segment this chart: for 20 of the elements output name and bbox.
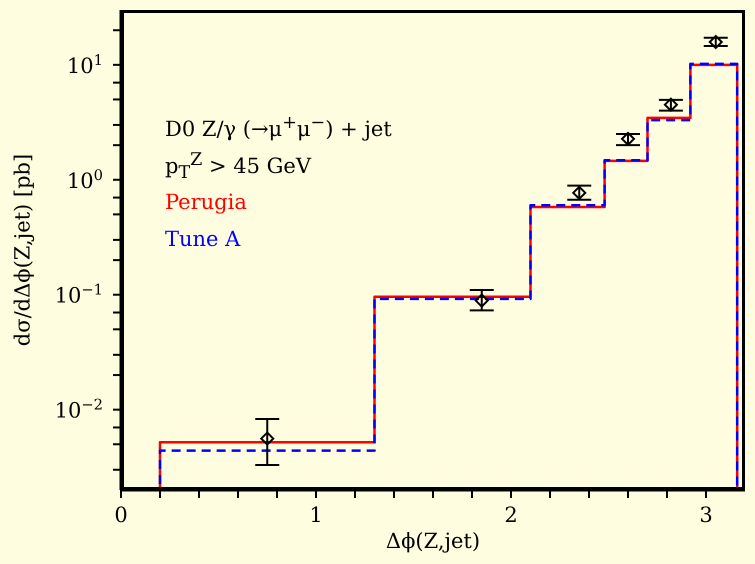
- text: Tune A: [165, 226, 242, 253]
- y-tick-label: 10$^{1}$: [66, 51, 103, 78]
- annotation: D0 Z/γ (→μ$^{+}$μ$^{−}$) + jet: [165, 113, 392, 141]
- text: Perugia: [165, 189, 247, 216]
- y-axis-title: dσ/dΔϕ(Z,jet) [pb]: [10, 154, 34, 346]
- point: [572, 186, 586, 200]
- point: [260, 432, 274, 446]
- x-tick-label: 0: [114, 503, 128, 527]
- y-tick-label: 10$^{0}$: [66, 166, 103, 193]
- point: [708, 35, 723, 50]
- x-tick-label: 2: [504, 503, 518, 527]
- point: [664, 98, 678, 112]
- y-tick-label: 10$^{−2}$: [54, 396, 103, 423]
- x-axis-title: Δϕ(Z,jet): [386, 529, 480, 553]
- point: [474, 294, 489, 308]
- x-tick-label: 3: [699, 503, 713, 527]
- y-tick-label: 10$^{−1}$: [54, 281, 103, 308]
- annotation: p$_{T}$$^{Z}$ > 45 GeV: [165, 150, 312, 184]
- x-tick-label: 1: [309, 503, 323, 527]
- point: [621, 132, 635, 146]
